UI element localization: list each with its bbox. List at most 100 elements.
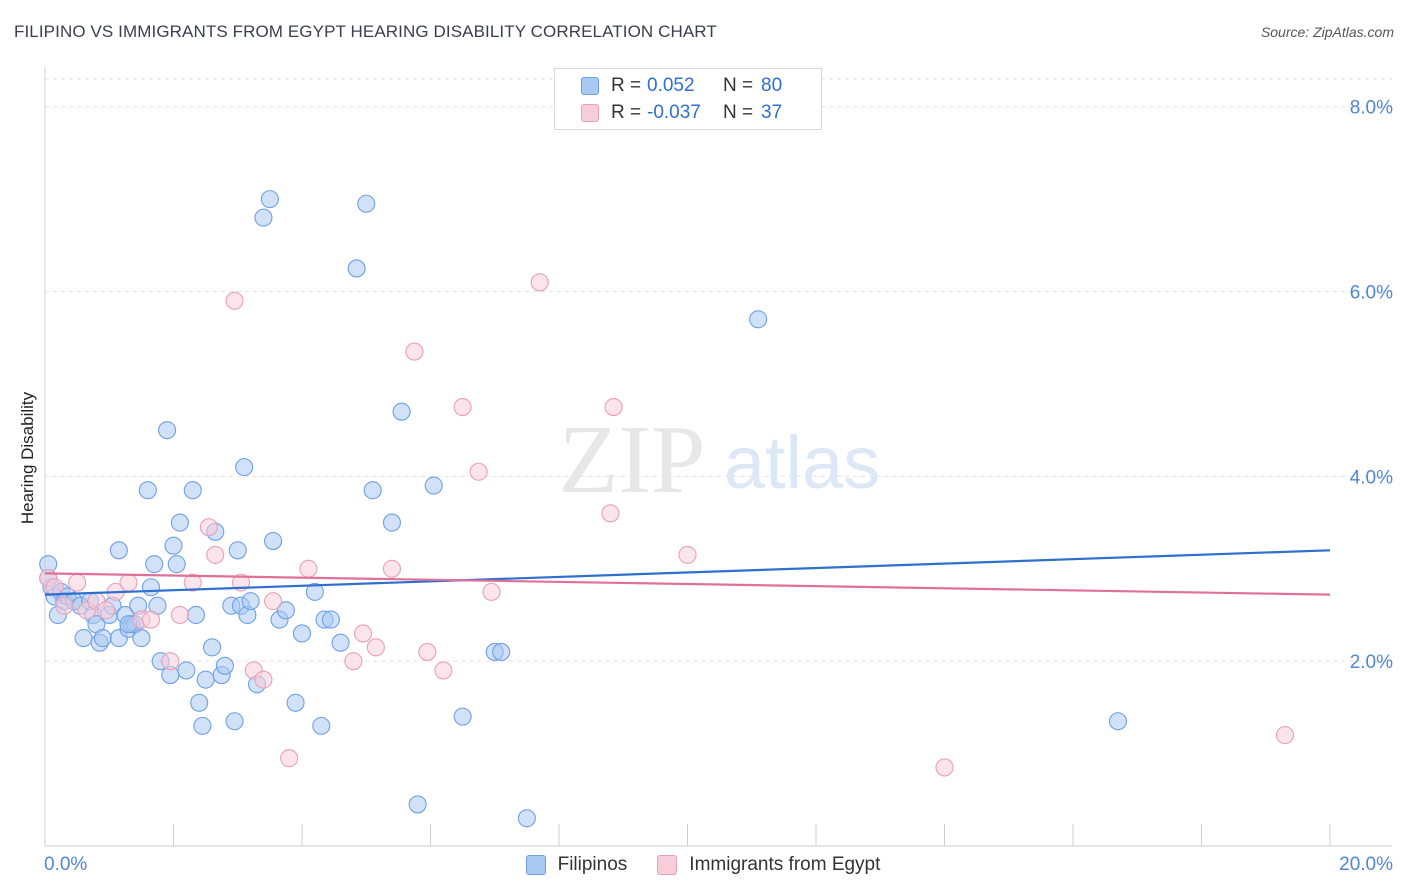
egypt-point: [68, 573, 87, 592]
r-value: -0.037: [647, 102, 701, 123]
egypt-point: [418, 642, 437, 661]
filipino-point: [254, 208, 273, 227]
egypt-point: [530, 273, 549, 292]
x-tick-label-min: 0.0%: [44, 854, 87, 875]
filipino-point: [241, 592, 260, 611]
egypt-point: [1275, 726, 1295, 745]
filipino-point: [424, 476, 443, 495]
filipino-point: [164, 536, 183, 555]
filipino-point: [517, 809, 536, 828]
filipino-point: [363, 481, 382, 500]
watermark-zip: ZIP: [559, 406, 706, 514]
filipino-point: [74, 629, 93, 648]
legend-swatch-egypt: [581, 104, 599, 122]
r-value: 0.052: [647, 75, 695, 96]
legend-row-egypt: R = -0.037 N = 37: [581, 101, 782, 125]
egypt-point: [264, 592, 283, 611]
egypt-point: [482, 582, 501, 601]
y-tick-label: 6.0%: [1350, 283, 1393, 304]
filipino-point: [408, 795, 427, 814]
series-legend: Filipinos Immigrants from Egypt: [0, 850, 1406, 880]
gridlines: [45, 78, 1392, 662]
watermark: ZIP atlas: [559, 406, 881, 514]
filipino-point: [141, 578, 161, 597]
egypt-point: [601, 504, 620, 523]
egypt-point: [55, 596, 74, 615]
filipino-point: [1108, 712, 1128, 731]
egypt-point: [206, 545, 225, 564]
filipino-point: [264, 531, 283, 551]
n-value: 80: [761, 75, 783, 96]
tick-labels: 2.0% 4.0% 6.0% 8.0% 0.0% 20.0%: [44, 98, 1393, 875]
r-label: R =: [611, 75, 642, 96]
filipino-point: [453, 707, 472, 726]
egypt-point: [678, 545, 697, 564]
filipino-point: [492, 642, 511, 661]
legend-swatch-egypt: [657, 855, 678, 875]
filipino-point: [321, 610, 340, 629]
trend-lines: [44, 549, 1331, 596]
filipino-point: [190, 693, 209, 712]
filipino-point: [215, 656, 234, 675]
correlation-legend: R = 0.052 N = 80 R = -0.037 N = 37: [554, 68, 822, 130]
axes: [44, 67, 1392, 847]
filipino-point: [132, 629, 151, 648]
n-label: N =: [723, 102, 754, 123]
watermark-atlas: atlas: [724, 421, 880, 504]
egypt-point: [469, 462, 488, 481]
legend-row-filipinos: R = 0.052 N = 80: [581, 74, 782, 98]
filipino-point: [158, 421, 177, 440]
legend-item-egypt[interactable]: Immigrants from Egypt: [657, 854, 880, 876]
filipino-point: [225, 712, 244, 731]
filipino-point: [382, 513, 402, 532]
filipino-point: [392, 402, 411, 421]
source-credit: Source: ZipAtlas.com: [1260, 24, 1394, 40]
filipino-point: [93, 629, 112, 648]
filipino-point: [357, 194, 376, 213]
filipino-point: [260, 190, 279, 209]
filipino-point: [167, 555, 186, 574]
egypt-point: [119, 573, 138, 592]
filipino-point: [186, 605, 206, 625]
chart-title: FILIPINO VS IMMIGRANTS FROM EGYPT HEARIN…: [14, 22, 717, 41]
filipino-point: [183, 481, 202, 500]
filipino-point: [749, 310, 768, 329]
filipino-point: [170, 513, 189, 532]
filipino-point: [292, 624, 312, 643]
filipino-point: [286, 693, 305, 712]
legend-item-filipinos[interactable]: Filipinos: [525, 854, 628, 876]
egypt-point: [382, 559, 402, 578]
egypt-point: [434, 661, 453, 680]
egypt-point: [170, 605, 189, 625]
legend-swatch-filipinos: [581, 77, 599, 95]
filipino-point: [235, 458, 254, 477]
filipino-point: [331, 633, 350, 652]
filipino-point: [312, 716, 331, 735]
egypt-point: [453, 398, 472, 417]
filipino-point: [177, 661, 196, 680]
data-points: [39, 190, 1295, 828]
legend-label-filipinos: Filipinos: [557, 854, 628, 875]
egypt-point: [183, 573, 202, 592]
legend-swatch-filipinos: [525, 855, 546, 875]
filipino-point: [305, 582, 324, 601]
egypt-point: [254, 670, 273, 689]
filipino-point: [347, 259, 366, 278]
n-value: 37: [761, 102, 783, 123]
egypt-point: [604, 398, 623, 417]
filipino-point: [145, 555, 164, 574]
egypt-point: [225, 291, 244, 310]
filipino-point: [276, 601, 295, 620]
n-label: N =: [723, 75, 754, 96]
y-tick-label: 4.0%: [1350, 467, 1393, 488]
y-tick-label: 8.0%: [1350, 98, 1393, 119]
egypt-point: [45, 578, 64, 597]
egypt-point: [199, 518, 218, 537]
egypt-point: [935, 758, 954, 777]
r-label: R =: [611, 102, 642, 123]
egypt-point: [366, 638, 385, 657]
egypt-point: [405, 342, 424, 361]
egypt-point: [96, 601, 116, 620]
filipino-point: [196, 670, 215, 689]
